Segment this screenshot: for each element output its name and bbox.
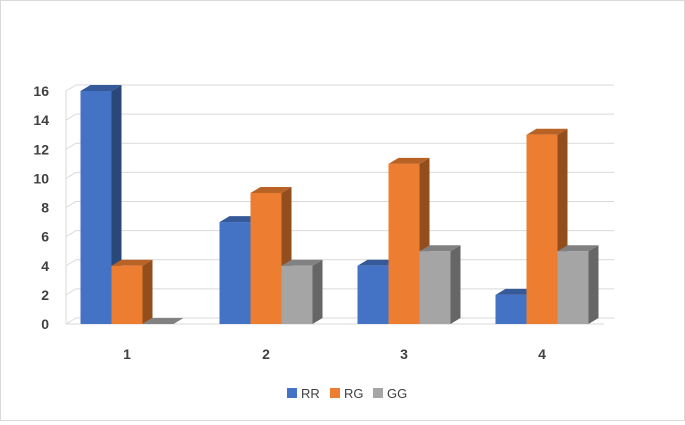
bar-RG-1 — [111, 259, 153, 324]
y-tick-label: 10 — [33, 170, 49, 186]
x-tick-label: 1 — [123, 346, 131, 362]
y-tick-label: 4 — [41, 258, 49, 274]
legend-swatch — [330, 388, 340, 398]
legend-item-RR: RR — [287, 386, 320, 401]
x-tick-label: 3 — [400, 346, 408, 362]
gridline — [65, 230, 614, 238]
legend-swatch — [373, 388, 383, 398]
y-tick-label: 0 — [41, 316, 49, 332]
bar-GG-3 — [419, 245, 461, 324]
legend-item-GG: GG — [373, 386, 407, 401]
bar-GG-1 — [142, 318, 184, 324]
legend-item-RG: RG — [330, 386, 364, 401]
y-tick-label: 16 — [33, 83, 49, 99]
legend-label: GG — [387, 386, 407, 401]
x-tick-label: 2 — [262, 346, 270, 362]
y-tick-label: 12 — [33, 141, 49, 157]
bar-RG-2 — [250, 186, 292, 324]
y-tick-label: 6 — [41, 229, 49, 245]
legend-swatch — [287, 388, 297, 398]
y-tick-label: 14 — [33, 112, 49, 128]
bars — [80, 85, 599, 324]
bar-GG-4 — [557, 245, 599, 324]
gridline — [65, 201, 614, 208]
bar-GG-2 — [281, 259, 323, 324]
legend: RR RG GG — [287, 386, 407, 401]
x-tick-label: 4 — [538, 346, 546, 362]
gridline — [65, 171, 614, 179]
y-tick-label: 2 — [41, 287, 49, 303]
gridlines — [65, 84, 614, 325]
legend-label: RR — [301, 386, 320, 401]
y-tick-labels: 0 2 4 6 8 10 12 14 16 — [33, 83, 49, 332]
gridline — [65, 84, 614, 92]
bar-RG-4 — [526, 128, 568, 324]
gridline — [65, 142, 614, 150]
x-tick-labels: 1 2 3 4 — [123, 346, 546, 362]
y-tick-label: 8 — [41, 200, 49, 216]
legend-label: RG — [344, 386, 364, 401]
gridline — [65, 113, 614, 121]
